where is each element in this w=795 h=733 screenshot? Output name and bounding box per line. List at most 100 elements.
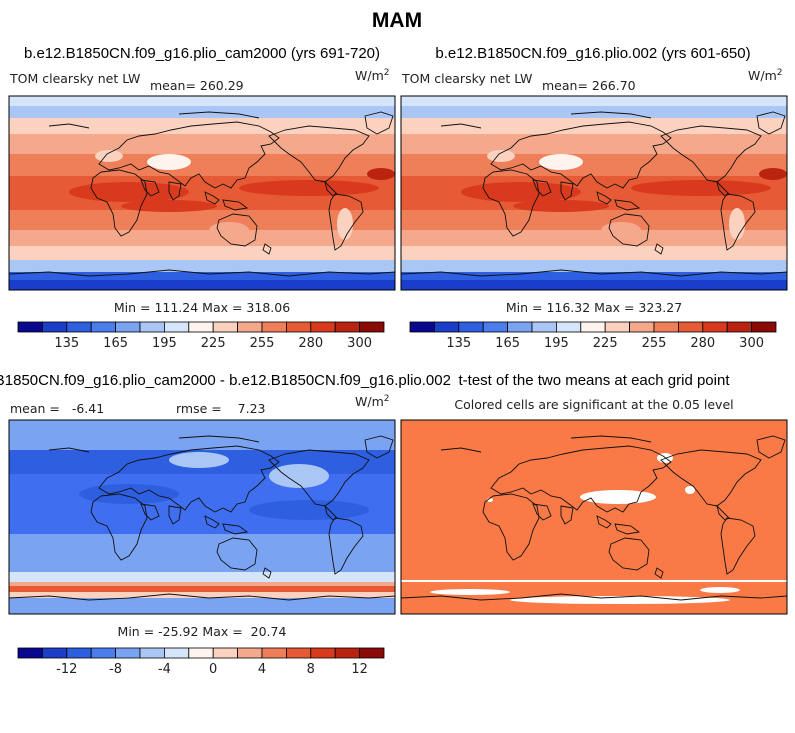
colorbar-swatch xyxy=(702,321,728,333)
colorbar-swatch xyxy=(678,321,704,333)
colorbar-swatch xyxy=(556,321,582,333)
panel-model-a: b.e12.B1850CN.f09_g16.plio_cam2000 (yrs … xyxy=(8,45,396,351)
colorbar-tick-label: 165 xyxy=(495,336,520,351)
map-frame xyxy=(8,95,396,291)
units-label: W/m2 xyxy=(355,394,389,409)
map-heatmap xyxy=(9,420,395,614)
colorbar-swatch xyxy=(433,321,460,333)
colorbar-tick-label: 195 xyxy=(544,336,569,351)
colorbar-swatch xyxy=(42,647,68,659)
colorbar-swatch xyxy=(261,321,287,333)
colorbar-swatch xyxy=(90,647,116,659)
colorbar-tick-label: -4 xyxy=(158,662,171,677)
colorbar-swatch xyxy=(482,321,509,333)
units-label: W/m2 xyxy=(355,68,389,83)
colorbar-swatch xyxy=(188,647,214,659)
colorbar-tick-label: 0 xyxy=(209,662,217,677)
colorbar-tick-label: 135 xyxy=(54,336,79,351)
mean-label: mean= 266.70 xyxy=(542,78,636,93)
colorbar-swatch xyxy=(409,321,435,333)
map-heatmap xyxy=(401,420,787,614)
panel-title: b.e12.B1850CN.f09_g16.plio.002 (yrs 601-… xyxy=(435,45,750,62)
colorbar-tick-label: 300 xyxy=(347,336,372,351)
map-frame xyxy=(8,419,396,615)
colorbar-tick-label: 8 xyxy=(307,662,315,677)
minmax-label: Min = 116.32 Max = 323.27 xyxy=(506,300,682,315)
colorbar-swatch xyxy=(90,321,116,333)
colorbar xyxy=(409,321,777,333)
colorbar-swatch xyxy=(115,321,141,333)
colorbar-swatch xyxy=(334,647,361,659)
colorbar-swatch xyxy=(334,321,361,333)
map-heatmap xyxy=(401,96,787,290)
colorbar-tick-label: 4 xyxy=(258,662,266,677)
colorbar-ticks: 135 165 195 225 255 280 300 xyxy=(446,336,764,351)
field-label: TOM clearsky net LW xyxy=(9,71,140,86)
colorbar-tick-label: 280 xyxy=(298,336,323,351)
map-frame xyxy=(400,95,788,291)
colorbar-tick-label: 280 xyxy=(690,336,715,351)
colorbar-swatch xyxy=(629,321,655,333)
colorbar-tick-label: -8 xyxy=(109,662,122,677)
colorbar-swatch xyxy=(285,647,312,659)
colorbar-swatch xyxy=(507,321,533,333)
colorbar-swatch xyxy=(653,321,679,333)
colorbar-tick-label: 300 xyxy=(739,336,764,351)
colorbar-swatch xyxy=(285,321,312,333)
colorbar-tick-label: 225 xyxy=(593,336,618,351)
colorbar-swatch xyxy=(237,647,263,659)
colorbar-tick-label: 255 xyxy=(642,336,667,351)
colorbar-swatch xyxy=(310,321,336,333)
colorbar-ticks: 135 165 195 225 255 280 300 xyxy=(54,336,372,351)
panel-title: t-test of the two means at each grid poi… xyxy=(459,372,731,389)
mean-label: mean = -6.41 xyxy=(10,401,104,416)
colorbar-tick-label: 135 xyxy=(446,336,471,351)
panel-subtitle: Colored cells are significant at the 0.0… xyxy=(454,397,733,412)
minmax-label: Min = 111.24 Max = 318.06 xyxy=(114,300,290,315)
colorbar-swatch xyxy=(751,321,777,333)
colorbar-tick-label: 12 xyxy=(351,662,368,677)
colorbar-swatch xyxy=(237,321,263,333)
field-label: TOM clearsky net LW xyxy=(401,71,532,86)
colorbar-swatch xyxy=(212,321,238,333)
colorbar-swatch xyxy=(115,647,141,659)
colorbar-swatch xyxy=(188,321,214,333)
panel-ttest: t-test of the two means at each grid poi… xyxy=(400,372,788,615)
colorbar-swatch xyxy=(310,647,336,659)
colorbar-swatch xyxy=(42,321,68,333)
rmse-label: rmse = 7.23 xyxy=(176,401,265,416)
map-frame xyxy=(400,419,788,615)
panel-difference: b.e12.B1850CN.f09_g16.plio_cam2000 - b.e… xyxy=(0,372,451,677)
colorbar-swatch xyxy=(359,647,385,659)
colorbar-tick-label: 255 xyxy=(250,336,275,351)
colorbar-swatch xyxy=(17,321,43,333)
colorbar xyxy=(17,321,385,333)
colorbar-swatch xyxy=(458,321,484,333)
panel-title: b.e12.B1850CN.f09_g16.plio_cam2000 - b.e… xyxy=(0,372,451,389)
colorbar-tick-label: 225 xyxy=(201,336,226,351)
mean-label: mean= 260.29 xyxy=(150,78,244,93)
colorbar-swatch xyxy=(139,321,165,333)
colorbar-swatch xyxy=(66,321,92,333)
colorbar-swatch xyxy=(163,647,190,659)
colorbar-swatch xyxy=(66,647,92,659)
colorbar-swatch xyxy=(726,321,753,333)
units-label: W/m2 xyxy=(748,68,782,83)
colorbar-tick-label: -12 xyxy=(56,662,77,677)
panel-title: b.e12.B1850CN.f09_g16.plio_cam2000 (yrs … xyxy=(24,45,380,62)
panel-model-b: b.e12.B1850CN.f09_g16.plio.002 (yrs 601-… xyxy=(400,45,788,351)
map-heatmap xyxy=(9,96,395,290)
colorbar-swatch xyxy=(212,647,238,659)
colorbar-swatch xyxy=(531,321,557,333)
colorbar-swatch xyxy=(359,321,385,333)
colorbar-swatch xyxy=(604,321,631,333)
colorbar-swatch xyxy=(580,321,606,333)
colorbar-tick-label: 165 xyxy=(103,336,128,351)
colorbar xyxy=(17,647,385,659)
colorbar-swatch xyxy=(261,647,287,659)
colorbar-ticks: -12 -8 -4 0 4 8 12 xyxy=(56,662,368,677)
colorbar-swatch xyxy=(17,647,43,659)
colorbar-swatch xyxy=(139,647,165,659)
figure-title: MAM xyxy=(372,9,422,32)
